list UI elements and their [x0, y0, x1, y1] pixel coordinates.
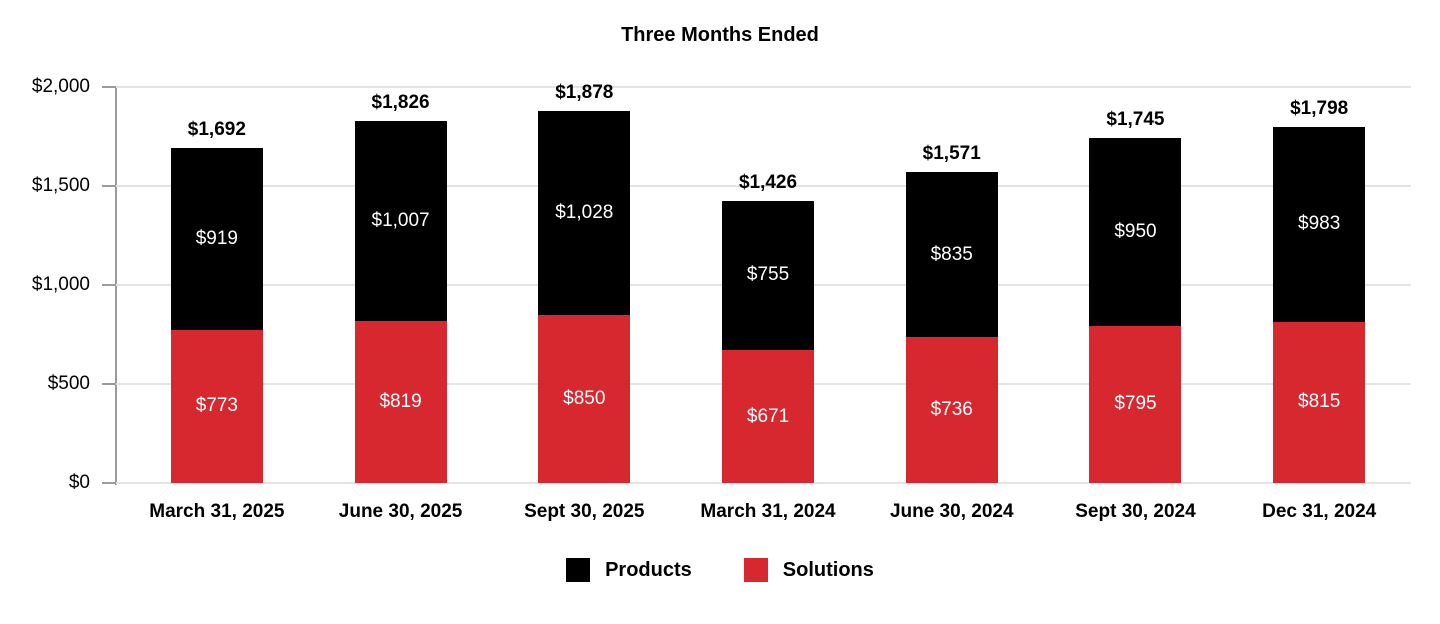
bar-segment-solutions: $736 — [905, 337, 998, 483]
bar-segment-products: $755 — [722, 200, 815, 351]
stacked-bar: $983 $815 — [1273, 127, 1366, 483]
bar-segment-solutions: $795 — [1089, 325, 1182, 483]
y-axis: $0 $500 $1,000 $1,500 $2,000 — [0, 77, 116, 492]
segment-value-label: $950 — [1114, 220, 1157, 242]
total-value-label: $1,571 — [922, 142, 981, 164]
stacked-bar: $1,007 $819 — [354, 121, 447, 483]
y-axis-line — [115, 87, 117, 485]
bar-column: $1,028 $850 $1,878 Sept 30, 2025 — [492, 83, 676, 522]
bar-column: $755 $671 $1,426 March 31, 2024 — [676, 87, 860, 522]
y-axis-tick — [102, 482, 116, 484]
legend-label-products: Products — [605, 558, 692, 581]
stacked-bar: $1,028 $850 — [538, 111, 631, 483]
gridline — [116, 482, 1411, 484]
y-axis-tick — [102, 86, 116, 88]
legend-item-solutions: Solutions — [743, 558, 874, 582]
stacked-bar: $835 $736 — [905, 171, 998, 483]
segment-value-label: $795 — [1114, 393, 1157, 415]
bar-segment-products: $1,007 — [354, 121, 447, 321]
bar-column: $983 $815 $1,798 Dec 31, 2024 — [1227, 87, 1411, 522]
products-swatch-icon — [566, 558, 591, 582]
bar-column: $919 $773 $1,692 March 31, 2025 — [125, 87, 309, 522]
legend-label-solutions: Solutions — [782, 558, 874, 581]
stacked-bar: $919 $773 — [170, 147, 263, 483]
chart-title: Three Months Ended — [621, 24, 819, 46]
stacked-bar: $950 $795 — [1089, 137, 1182, 484]
segment-value-label: $835 — [930, 243, 973, 265]
bars-row: $919 $773 $1,692 March 31, 2025 $1,007 $819 $1… — [125, 83, 1411, 523]
segment-value-label: $736 — [930, 399, 973, 421]
x-axis-label: June 30, 2024 — [889, 501, 1014, 522]
bar-segment-solutions: $850 — [538, 314, 631, 483]
x-axis-label: March 31, 2024 — [700, 501, 836, 522]
bar-column: $950 $795 $1,745 Sept 30, 2024 — [1044, 87, 1228, 523]
total-value-label: $1,798 — [1290, 98, 1349, 119]
legend: Products Solutions — [0, 558, 1440, 582]
x-axis-label: March 31, 2025 — [149, 501, 285, 522]
x-axis-label: Dec 31, 2024 — [1262, 501, 1377, 522]
x-axis-label: Sept 30, 2025 — [524, 501, 645, 522]
y-axis-tick — [102, 383, 116, 385]
x-axis-label: June 30, 2025 — [338, 501, 463, 522]
stacked-bar: $755 $671 — [722, 200, 815, 483]
total-value-label: $1,692 — [187, 118, 246, 140]
bar-segment-products: $950 — [1089, 137, 1182, 326]
bar-segment-products: $1,028 — [538, 111, 631, 315]
gridline — [116, 185, 1411, 187]
segment-value-label: $815 — [1298, 391, 1341, 413]
segment-value-label: $983 — [1298, 213, 1341, 235]
segment-value-label: $850 — [563, 387, 606, 409]
bar-segment-solutions: $671 — [722, 350, 815, 483]
total-value-label: $1,745 — [1106, 108, 1165, 130]
gridline — [116, 86, 1411, 88]
segment-value-label: $773 — [195, 395, 238, 417]
segment-value-label: $1,007 — [371, 210, 430, 232]
bar-segment-solutions: $819 — [354, 320, 447, 483]
segment-value-label: $1,028 — [555, 201, 614, 223]
bar-segment-products: $983 — [1273, 127, 1366, 322]
total-value-label: $1,426 — [738, 171, 798, 193]
bar-column: $835 $736 $1,571 June 30, 2024 — [860, 87, 1044, 522]
x-axis-label: Sept 30, 2024 — [1075, 501, 1196, 522]
segment-value-label: $755 — [746, 264, 790, 286]
y-axis-tick — [102, 185, 116, 187]
y-axis-tick — [102, 284, 116, 286]
solutions-swatch-icon — [743, 558, 768, 582]
total-value-label: $1,878 — [555, 82, 614, 104]
bar-segment-solutions: $773 — [170, 329, 263, 483]
bar-segment-products: $835 — [905, 171, 998, 338]
total-value-label: $1,826 — [371, 92, 430, 114]
bar-column: $1,007 $819 $1,826 June 30, 2025 — [309, 87, 493, 522]
segment-value-label: $671 — [746, 405, 790, 427]
bar-segment-solutions: $815 — [1273, 321, 1366, 483]
legend-item-products: Products — [566, 558, 692, 582]
bar-segment-products: $919 — [170, 147, 263, 330]
segment-value-label: $819 — [379, 390, 422, 412]
segment-value-label: $919 — [195, 227, 238, 249]
plot-area: $919 $773 $1,692 March 31, 2025 $1,007 $819 $1… — [116, 83, 1411, 523]
